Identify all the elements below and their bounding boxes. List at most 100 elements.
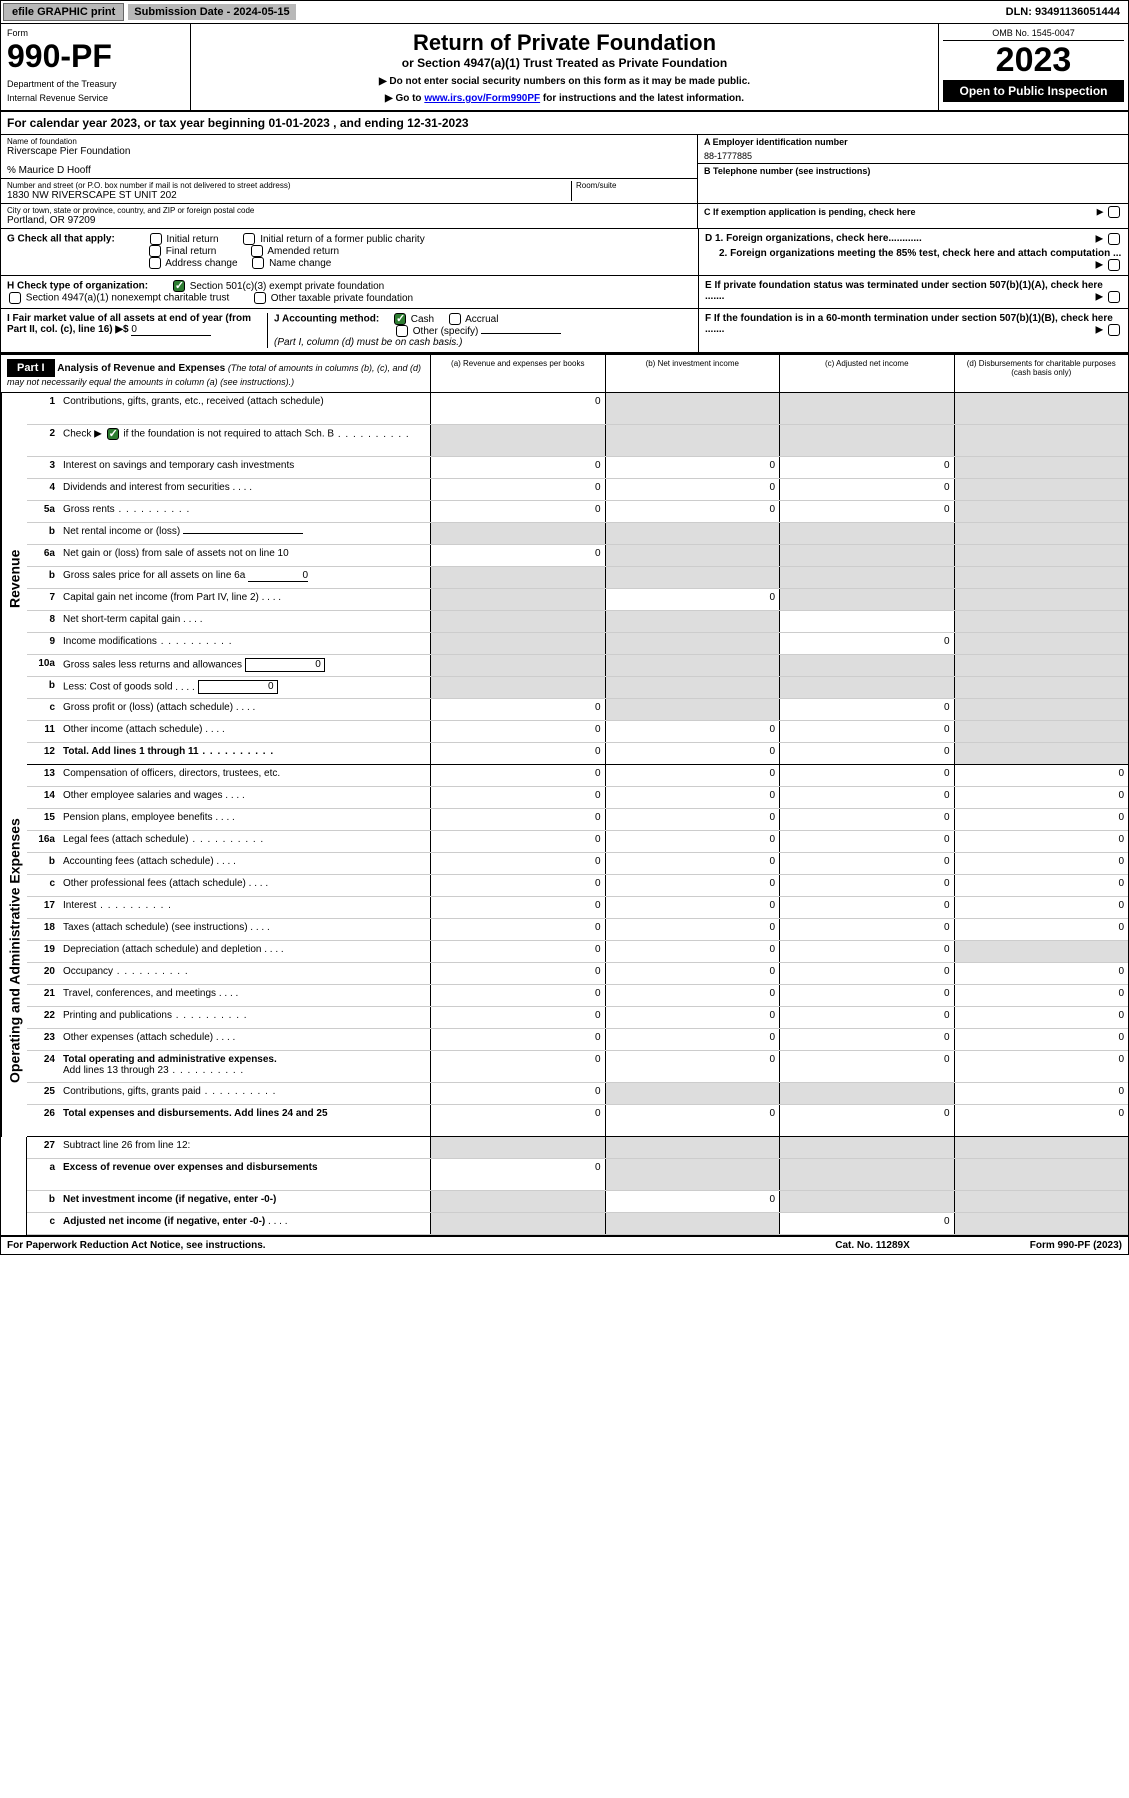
line-10c-c: 0 bbox=[780, 699, 955, 720]
line-16a-desc: Legal fees (attach schedule) bbox=[59, 831, 431, 852]
d1-checkbox[interactable] bbox=[1108, 233, 1120, 245]
line-12-b: 0 bbox=[606, 743, 781, 764]
line-16a-d: 0 bbox=[955, 831, 1129, 852]
initial-former-checkbox[interactable] bbox=[243, 233, 255, 245]
line-4-c: 0 bbox=[780, 479, 955, 500]
line-16a-b: 0 bbox=[606, 831, 781, 852]
line-6a-num: 6a bbox=[27, 545, 59, 566]
line-3-b: 0 bbox=[606, 457, 781, 478]
line-7-desc: Capital gain net income (from Part IV, l… bbox=[59, 589, 431, 610]
line-3-desc: Interest on savings and temporary cash i… bbox=[59, 457, 431, 478]
section-i-j: I Fair market value of all assets at end… bbox=[1, 309, 1128, 354]
line-17-d: 0 bbox=[955, 897, 1129, 918]
line-15-desc: Pension plans, employee benefits bbox=[59, 809, 431, 830]
f-label: F If the foundation is in a 60-month ter… bbox=[705, 313, 1113, 335]
line-5b-desc: Net rental income or (loss) bbox=[59, 523, 431, 544]
line-10b-desc: Less: Cost of goods sold 0 bbox=[59, 677, 431, 698]
line-10a-desc: Gross sales less returns and allowances … bbox=[59, 655, 431, 676]
line-10b-num: b bbox=[27, 677, 59, 698]
form-subtitle: or Section 4947(a)(1) Trust Treated as P… bbox=[197, 56, 932, 70]
f-checkbox[interactable] bbox=[1108, 324, 1120, 336]
line-5a-num: 5a bbox=[27, 501, 59, 522]
line-27c-desc: Adjusted net income (if negative, enter … bbox=[59, 1213, 431, 1234]
line-9-desc: Income modifications bbox=[59, 633, 431, 654]
other-taxable-checkbox[interactable] bbox=[254, 292, 266, 304]
e-label: E If private foundation status was termi… bbox=[705, 280, 1103, 302]
501c3-checkbox[interactable] bbox=[173, 280, 185, 292]
final-return-checkbox[interactable] bbox=[149, 245, 161, 257]
line-14-d: 0 bbox=[955, 787, 1129, 808]
amended-return-checkbox[interactable] bbox=[251, 245, 263, 257]
h-501c3: Section 501(c)(3) exempt private foundat… bbox=[190, 281, 385, 292]
d2-checkbox[interactable] bbox=[1108, 259, 1120, 271]
line-10c-num: c bbox=[27, 699, 59, 720]
line-2-desc: Check ▶ if the foundation is not require… bbox=[59, 425, 431, 456]
footer-right: Form 990-PF (2023) bbox=[1030, 1240, 1122, 1251]
line-24-b: 0 bbox=[606, 1051, 781, 1082]
line-22-d: 0 bbox=[955, 1007, 1129, 1028]
initial-return-checkbox[interactable] bbox=[150, 233, 162, 245]
section-g: G Check all that apply: Initial return I… bbox=[1, 229, 1128, 276]
line-5b-num: b bbox=[27, 523, 59, 544]
line-3-c: 0 bbox=[780, 457, 955, 478]
line-8-desc: Net short-term capital gain bbox=[59, 611, 431, 632]
line-6b-desc: Gross sales price for all assets on line… bbox=[59, 567, 431, 588]
line-26-num: 26 bbox=[27, 1105, 59, 1136]
line-20-d: 0 bbox=[955, 963, 1129, 984]
e-checkbox[interactable] bbox=[1108, 291, 1120, 303]
line-17-c: 0 bbox=[780, 897, 955, 918]
summary-section: 27Subtract line 26 from line 12: aExcess… bbox=[1, 1137, 1128, 1237]
line-9-c: 0 bbox=[780, 633, 955, 654]
city-state-zip: Portland, OR 97209 bbox=[7, 215, 691, 226]
submission-date: Submission Date - 2024-05-15 bbox=[128, 4, 295, 20]
efile-print-button[interactable]: efile GRAPHIC print bbox=[3, 3, 124, 21]
exemption-checkbox[interactable] bbox=[1108, 206, 1120, 218]
revenue-vertical-label: Revenue bbox=[1, 393, 27, 765]
line-13-a: 0 bbox=[431, 765, 606, 786]
line-27b-num: b bbox=[27, 1191, 59, 1212]
line-11-num: 11 bbox=[27, 721, 59, 742]
instruction-1: ▶ Do not enter social security numbers o… bbox=[197, 76, 932, 87]
line-21-a: 0 bbox=[431, 985, 606, 1006]
name-change-checkbox[interactable] bbox=[252, 257, 264, 269]
4947-checkbox[interactable] bbox=[9, 292, 21, 304]
other-method-checkbox[interactable] bbox=[396, 325, 408, 337]
calendar-year-line: For calendar year 2023, or tax year begi… bbox=[1, 112, 1128, 135]
line-1-a: 0 bbox=[431, 393, 606, 424]
line-24-desc: Total operating and administrative expen… bbox=[59, 1051, 431, 1082]
line-25-a: 0 bbox=[431, 1083, 606, 1104]
j-cash: Cash bbox=[411, 314, 434, 325]
line-18-c: 0 bbox=[780, 919, 955, 940]
cash-checkbox[interactable] bbox=[394, 313, 406, 325]
line-5a-a: 0 bbox=[431, 501, 606, 522]
line-23-d: 0 bbox=[955, 1029, 1129, 1050]
g-name: Name change bbox=[269, 258, 331, 269]
section-h: H Check type of organization: Section 50… bbox=[1, 276, 1128, 309]
line-21-num: 21 bbox=[27, 985, 59, 1006]
line-22-a: 0 bbox=[431, 1007, 606, 1028]
line-15-b: 0 bbox=[606, 809, 781, 830]
line-17-num: 17 bbox=[27, 897, 59, 918]
j-accrual: Accrual bbox=[465, 314, 498, 325]
line-24-num: 24 bbox=[27, 1051, 59, 1082]
line-13-b: 0 bbox=[606, 765, 781, 786]
line-8-num: 8 bbox=[27, 611, 59, 632]
line-20-num: 20 bbox=[27, 963, 59, 984]
address-change-checkbox[interactable] bbox=[149, 257, 161, 269]
line-14-num: 14 bbox=[27, 787, 59, 808]
line-17-a: 0 bbox=[431, 897, 606, 918]
line-25-desc: Contributions, gifts, grants paid bbox=[59, 1083, 431, 1104]
accrual-checkbox[interactable] bbox=[449, 313, 461, 325]
line-24-d: 0 bbox=[955, 1051, 1129, 1082]
line-4-b: 0 bbox=[606, 479, 781, 500]
g-initial: Initial return bbox=[166, 234, 218, 245]
page-footer: For Paperwork Reduction Act Notice, see … bbox=[1, 1237, 1128, 1254]
line-24-a: 0 bbox=[431, 1051, 606, 1082]
part1-header: Part I Analysis of Revenue and Expenses … bbox=[1, 354, 1128, 393]
line-16b-num: b bbox=[27, 853, 59, 874]
form990pf-link[interactable]: www.irs.gov/Form990PF bbox=[424, 93, 540, 104]
line-26-d: 0 bbox=[955, 1105, 1129, 1136]
line-16b-a: 0 bbox=[431, 853, 606, 874]
footer-left: For Paperwork Reduction Act Notice, see … bbox=[7, 1240, 266, 1251]
schb-checkbox[interactable] bbox=[107, 428, 119, 440]
